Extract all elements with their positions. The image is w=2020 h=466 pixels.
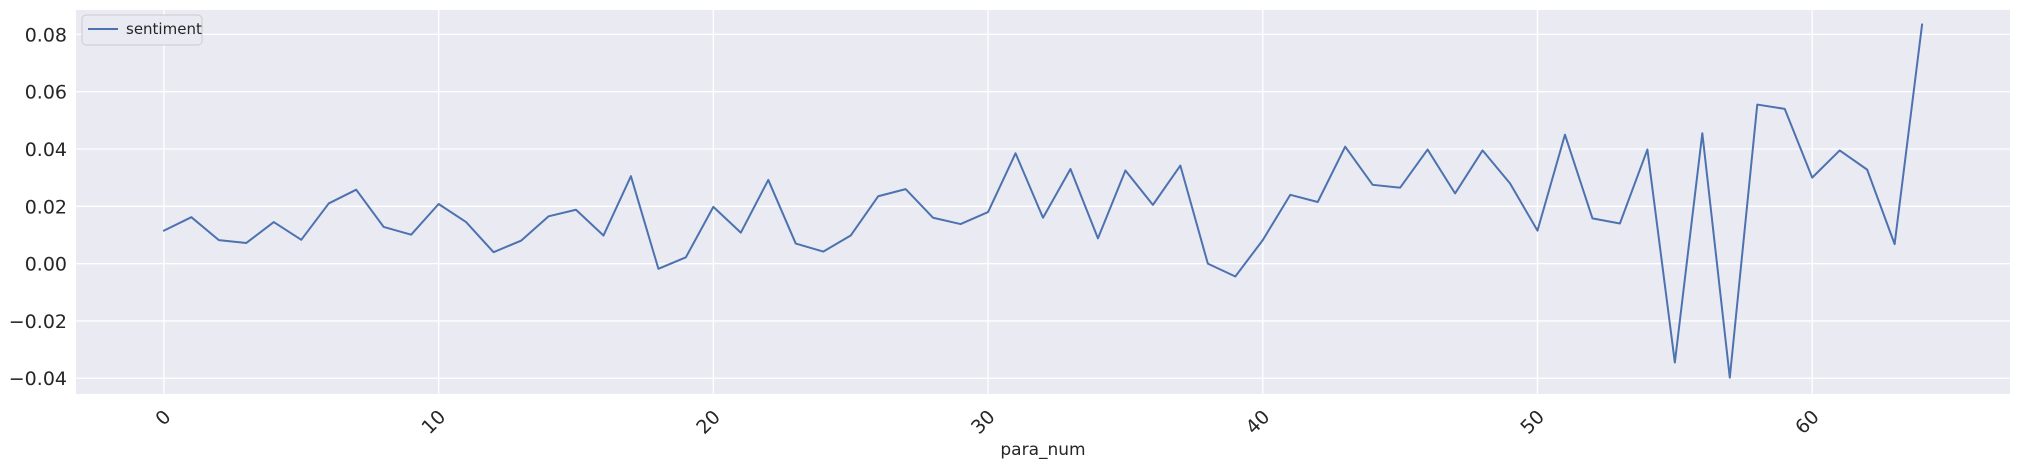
x-tick-label: 40 bbox=[1242, 406, 1275, 439]
x-axis-label: para_num bbox=[1000, 440, 1085, 460]
y-tick-label: 0.08 bbox=[25, 24, 67, 46]
y-tick-label: 0.02 bbox=[25, 196, 67, 218]
legend-box bbox=[81, 14, 203, 46]
x-tick-label: 0 bbox=[151, 406, 175, 430]
y-tick-label: −0.02 bbox=[9, 311, 67, 333]
series-layer bbox=[162, 23, 1924, 379]
x-tick-labels: 0 10 20 30 40 50 60 bbox=[151, 406, 1823, 439]
plot-background bbox=[76, 10, 2010, 394]
x-tick-label: 10 bbox=[418, 406, 451, 439]
x-tick-label: 30 bbox=[967, 406, 1000, 439]
y-tick-label: 0.04 bbox=[25, 139, 67, 161]
y-tick-label: −0.04 bbox=[9, 368, 67, 390]
x-tick-label: 60 bbox=[1791, 406, 1824, 439]
legend: sentiment bbox=[81, 14, 203, 46]
y-tick-labels: −0.04 −0.02 0.00 0.02 0.04 0.06 0.08 bbox=[9, 24, 67, 390]
y-tick-label: 0.06 bbox=[25, 82, 67, 104]
series-line-sentiment bbox=[162, 23, 1924, 379]
x-tick-label: 50 bbox=[1516, 406, 1549, 439]
legend-label-sentiment: sentiment bbox=[126, 20, 202, 38]
x-gridlines bbox=[163, 10, 1813, 394]
y-tick-label: 0.00 bbox=[25, 254, 67, 276]
x-tick-label: 20 bbox=[692, 406, 725, 439]
